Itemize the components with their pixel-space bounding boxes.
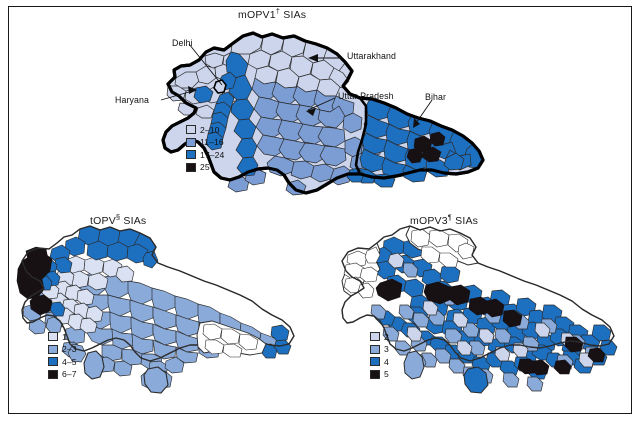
annotation-uttarakhand: Uttarakhand [347,51,397,61]
legend-row: 2–10 [186,124,224,135]
map-title-mopv1: mOPV1† SIAs [238,6,307,21]
legend-mopv3: 2 3 4 5 [370,331,389,381]
legend-swatch [370,344,380,354]
legend-mopv1: 2–10 11–16 17–24 25 [186,124,224,174]
legend-swatch [48,344,58,354]
topv-geometry [16,225,295,394]
map-title-mopv3-suffix: SIAs [452,215,479,227]
annotation-delhi: Delhi [172,38,193,48]
legend-swatch [186,125,196,134]
panel-mopv3: mOPV3¶ SIAs [318,205,641,422]
topv-south-lobe [83,350,105,380]
mopv3-geometry [341,225,618,394]
legend-swatch [186,162,196,172]
mopv1-districts-black [406,131,446,164]
legend-swatch [48,369,58,379]
map-title-mopv3: mOPV3¶ SIAs [410,212,479,227]
legend-swatch [370,369,380,379]
legend-swatch [186,137,196,147]
map-topv [16,225,295,394]
legend-row: 1 [48,331,77,342]
legend-topv: 1 2–3 4–5 6–7 [48,331,77,381]
mopv3-nodata-west-districts [343,246,381,299]
legend-swatch [48,357,58,366]
map-title-mopv1-main: mOPV1 [238,9,276,21]
map-title-mopv1-suffix: SIAs [280,9,307,21]
map-title-topv-suffix: SIAs [120,215,147,227]
mopv3-south-lobe [403,350,425,380]
annotation-haryana: Haryana [115,95,149,105]
map-title-mopv1-marker: † [275,6,281,16]
mopv1-geometry [161,31,485,196]
mopv3-outline-stroke [341,225,615,362]
legend-row: 6–7 [48,369,77,380]
legend-swatch [48,332,58,341]
annotation-bihar: Bihar [425,92,447,102]
mopv3-nodata-north-districts [410,228,475,268]
map-mopv3 [341,225,618,394]
legend-row: 25 [186,162,224,173]
map-title-mopv3-main: mOPV3 [410,215,448,227]
mopv1-districts-light [230,33,350,97]
panel-topv: tOPV§ SIAs [0,205,320,422]
legend-label: 5 [384,369,389,379]
legend-row: 4 [370,356,389,367]
mopv1-outline-stroke [161,31,485,195]
legend-row: 2–3 [48,344,77,355]
annotation-uttar-pradesh: Uttar Pradesh [338,91,394,101]
legend-swatch [186,150,196,159]
topv-districts-strong [36,225,292,359]
topv-nodata-districts [202,323,259,358]
legend-label: 6–7 [62,369,77,379]
legend-row: 2 [370,331,389,342]
legend-row: 5 [370,369,389,380]
legend-label: 2–3 [62,344,77,354]
legend-label: 1 [62,331,67,342]
map-title-topv-marker: § [115,212,121,222]
legend-label: 4 [384,356,389,367]
legend-row: 3 [370,344,389,355]
mopv1-annotation-leaders [160,43,433,128]
mopv1-delhi-enclave [213,79,227,94]
map-title-topv: tOPV§ SIAs [90,212,147,227]
map-title-topv-main: tOPV [90,215,116,227]
legend-label: 2 [384,331,389,342]
map-title-mopv3-marker: ¶ [447,212,452,222]
legend-label: 11–16 [200,137,224,147]
legend-swatch [370,332,380,341]
legend-row: 4–5 [48,356,77,367]
mopv1-state-divider [341,70,368,175]
legend-label: 4–5 [62,356,77,367]
legend-label: 2–10 [200,124,220,135]
legend-label: 25 [200,162,210,172]
mopv3-south-lobe2 [463,366,489,394]
legend-row: 17–24 [186,149,224,160]
panel-mopv1: mOPV1† SIAs [0,0,641,210]
map-mopv1 [160,31,485,196]
legend-label: 3 [384,344,389,354]
legend-row: 11–16 [186,137,224,148]
legend-label: 17–24 [200,149,225,160]
topv-south-lobe2 [143,366,169,394]
legend-swatch [370,357,380,366]
